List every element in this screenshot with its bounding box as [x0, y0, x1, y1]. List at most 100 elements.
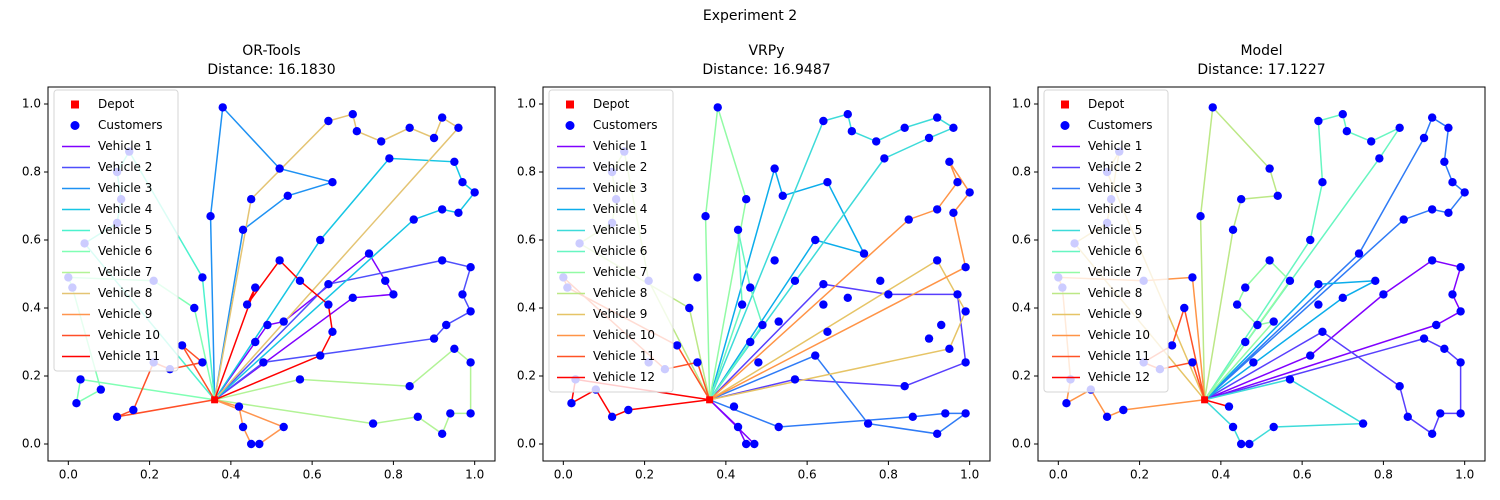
customer-point [1440, 344, 1449, 353]
customer-point [932, 205, 942, 214]
customer-point [1440, 157, 1449, 166]
customer-point [458, 178, 467, 187]
customer-point [750, 439, 759, 449]
customer-point [190, 303, 199, 313]
customer-point [932, 256, 942, 265]
customer-point [1375, 154, 1384, 163]
x-tick-label: 0.2 [140, 468, 159, 482]
customer-point [819, 116, 828, 126]
legend-label: Vehicle 7 [1088, 265, 1142, 279]
route-line [213, 259, 334, 401]
legend-label: Vehicle 5 [593, 223, 647, 237]
customer-point [279, 317, 288, 326]
customer-point [437, 205, 447, 214]
customer-point [368, 419, 378, 428]
customer-point [1228, 225, 1238, 234]
customer-point [259, 358, 268, 367]
customer-point [1395, 123, 1404, 132]
customer-point [945, 157, 954, 166]
customer-point [295, 375, 305, 384]
legend: Depot Customers Vehicle 1 Vehicle 2 Vehicle … [53, 89, 179, 372]
customer-point [466, 358, 475, 367]
customer-point [1167, 341, 1177, 350]
legend-label: Vehicle 3 [98, 181, 152, 195]
legend-marker [1061, 100, 1069, 109]
customer-point [937, 320, 946, 330]
x-tick-label: 0.0 [1049, 468, 1068, 482]
customer-point [1427, 256, 1437, 265]
legend-label: Vehicle 5 [98, 223, 152, 237]
customer-point [1314, 116, 1323, 126]
legend-label: Vehicle 4 [593, 202, 647, 216]
subplot: Model Distance: 17.1227 0.0 0.2 0.4 0.6 0.8 1.0… [1012, 43, 1486, 482]
route-line [214, 259, 472, 401]
customer-point [324, 300, 333, 309]
customer-point [466, 409, 475, 418]
customer-point [466, 307, 475, 316]
x-tick-label: 0.0 [554, 468, 573, 482]
customer-point [1367, 137, 1376, 146]
legend-label: Vehicle 6 [593, 244, 647, 258]
customer-point [405, 123, 414, 132]
customer-point [1456, 358, 1465, 367]
y-tick-label: 0.0 [1012, 437, 1031, 451]
route-line [209, 105, 336, 400]
route-line [1199, 105, 1279, 400]
customer-point [819, 280, 828, 289]
customer-point [770, 164, 779, 173]
customer-point [454, 123, 463, 132]
customer-point [701, 212, 710, 221]
figure-title: Experiment 2 [703, 8, 797, 24]
legend-label: Vehicle 3 [1088, 181, 1142, 195]
legend-label: Vehicle 2 [1088, 160, 1142, 174]
customer-point [1269, 422, 1278, 432]
x-tick-label: 0.4 [221, 468, 240, 482]
x-tick-label: 1.0 [1455, 468, 1474, 482]
customer-point [863, 419, 873, 428]
customer-point [454, 208, 463, 217]
customer-point [1342, 127, 1352, 136]
customer-point [385, 154, 394, 163]
customer-point [1285, 375, 1295, 384]
customer-point [1102, 412, 1112, 421]
y-tick-label: 0.6 [1012, 233, 1031, 247]
customer-point [1236, 439, 1246, 449]
customer-point [218, 103, 227, 112]
customer-point [238, 225, 248, 234]
customer-point [1241, 283, 1250, 292]
customer-point [1358, 419, 1368, 428]
customer-point [246, 195, 256, 204]
y-tick-label: 1.0 [1012, 97, 1031, 111]
customer-point [389, 290, 398, 299]
customer-point [884, 290, 893, 299]
customer-point [1448, 178, 1457, 187]
customer-point [129, 405, 138, 415]
customer-point [1460, 188, 1469, 197]
customer-point [741, 195, 751, 204]
legend-label: Vehicle 4 [98, 202, 152, 216]
customer-point [328, 327, 337, 336]
customer-point [1245, 439, 1254, 449]
x-tick-label: 1.0 [465, 468, 484, 482]
customer-point [819, 300, 828, 309]
customer-point [1456, 263, 1465, 272]
customer-point [1249, 358, 1258, 367]
customer-point [437, 256, 447, 265]
customer-point [275, 256, 284, 265]
customer-point [251, 283, 260, 292]
customer-point [1427, 429, 1437, 438]
x-tick-label: 0.4 [716, 468, 735, 482]
route-line [709, 354, 968, 435]
legend-label: Vehicle 4 [1088, 202, 1142, 216]
customer-point [377, 137, 386, 146]
customer-point [1224, 402, 1234, 411]
legend-label: Vehicle 8 [98, 286, 152, 300]
legend-label: Vehicle 11 [98, 349, 160, 363]
legend-box [1043, 89, 1169, 393]
customer-point [76, 375, 85, 384]
y-tick-label: 0.6 [22, 233, 41, 247]
customer-point [961, 307, 970, 316]
legend-label: Vehicle 7 [98, 265, 152, 279]
legend-label: Vehicle 11 [593, 349, 655, 363]
